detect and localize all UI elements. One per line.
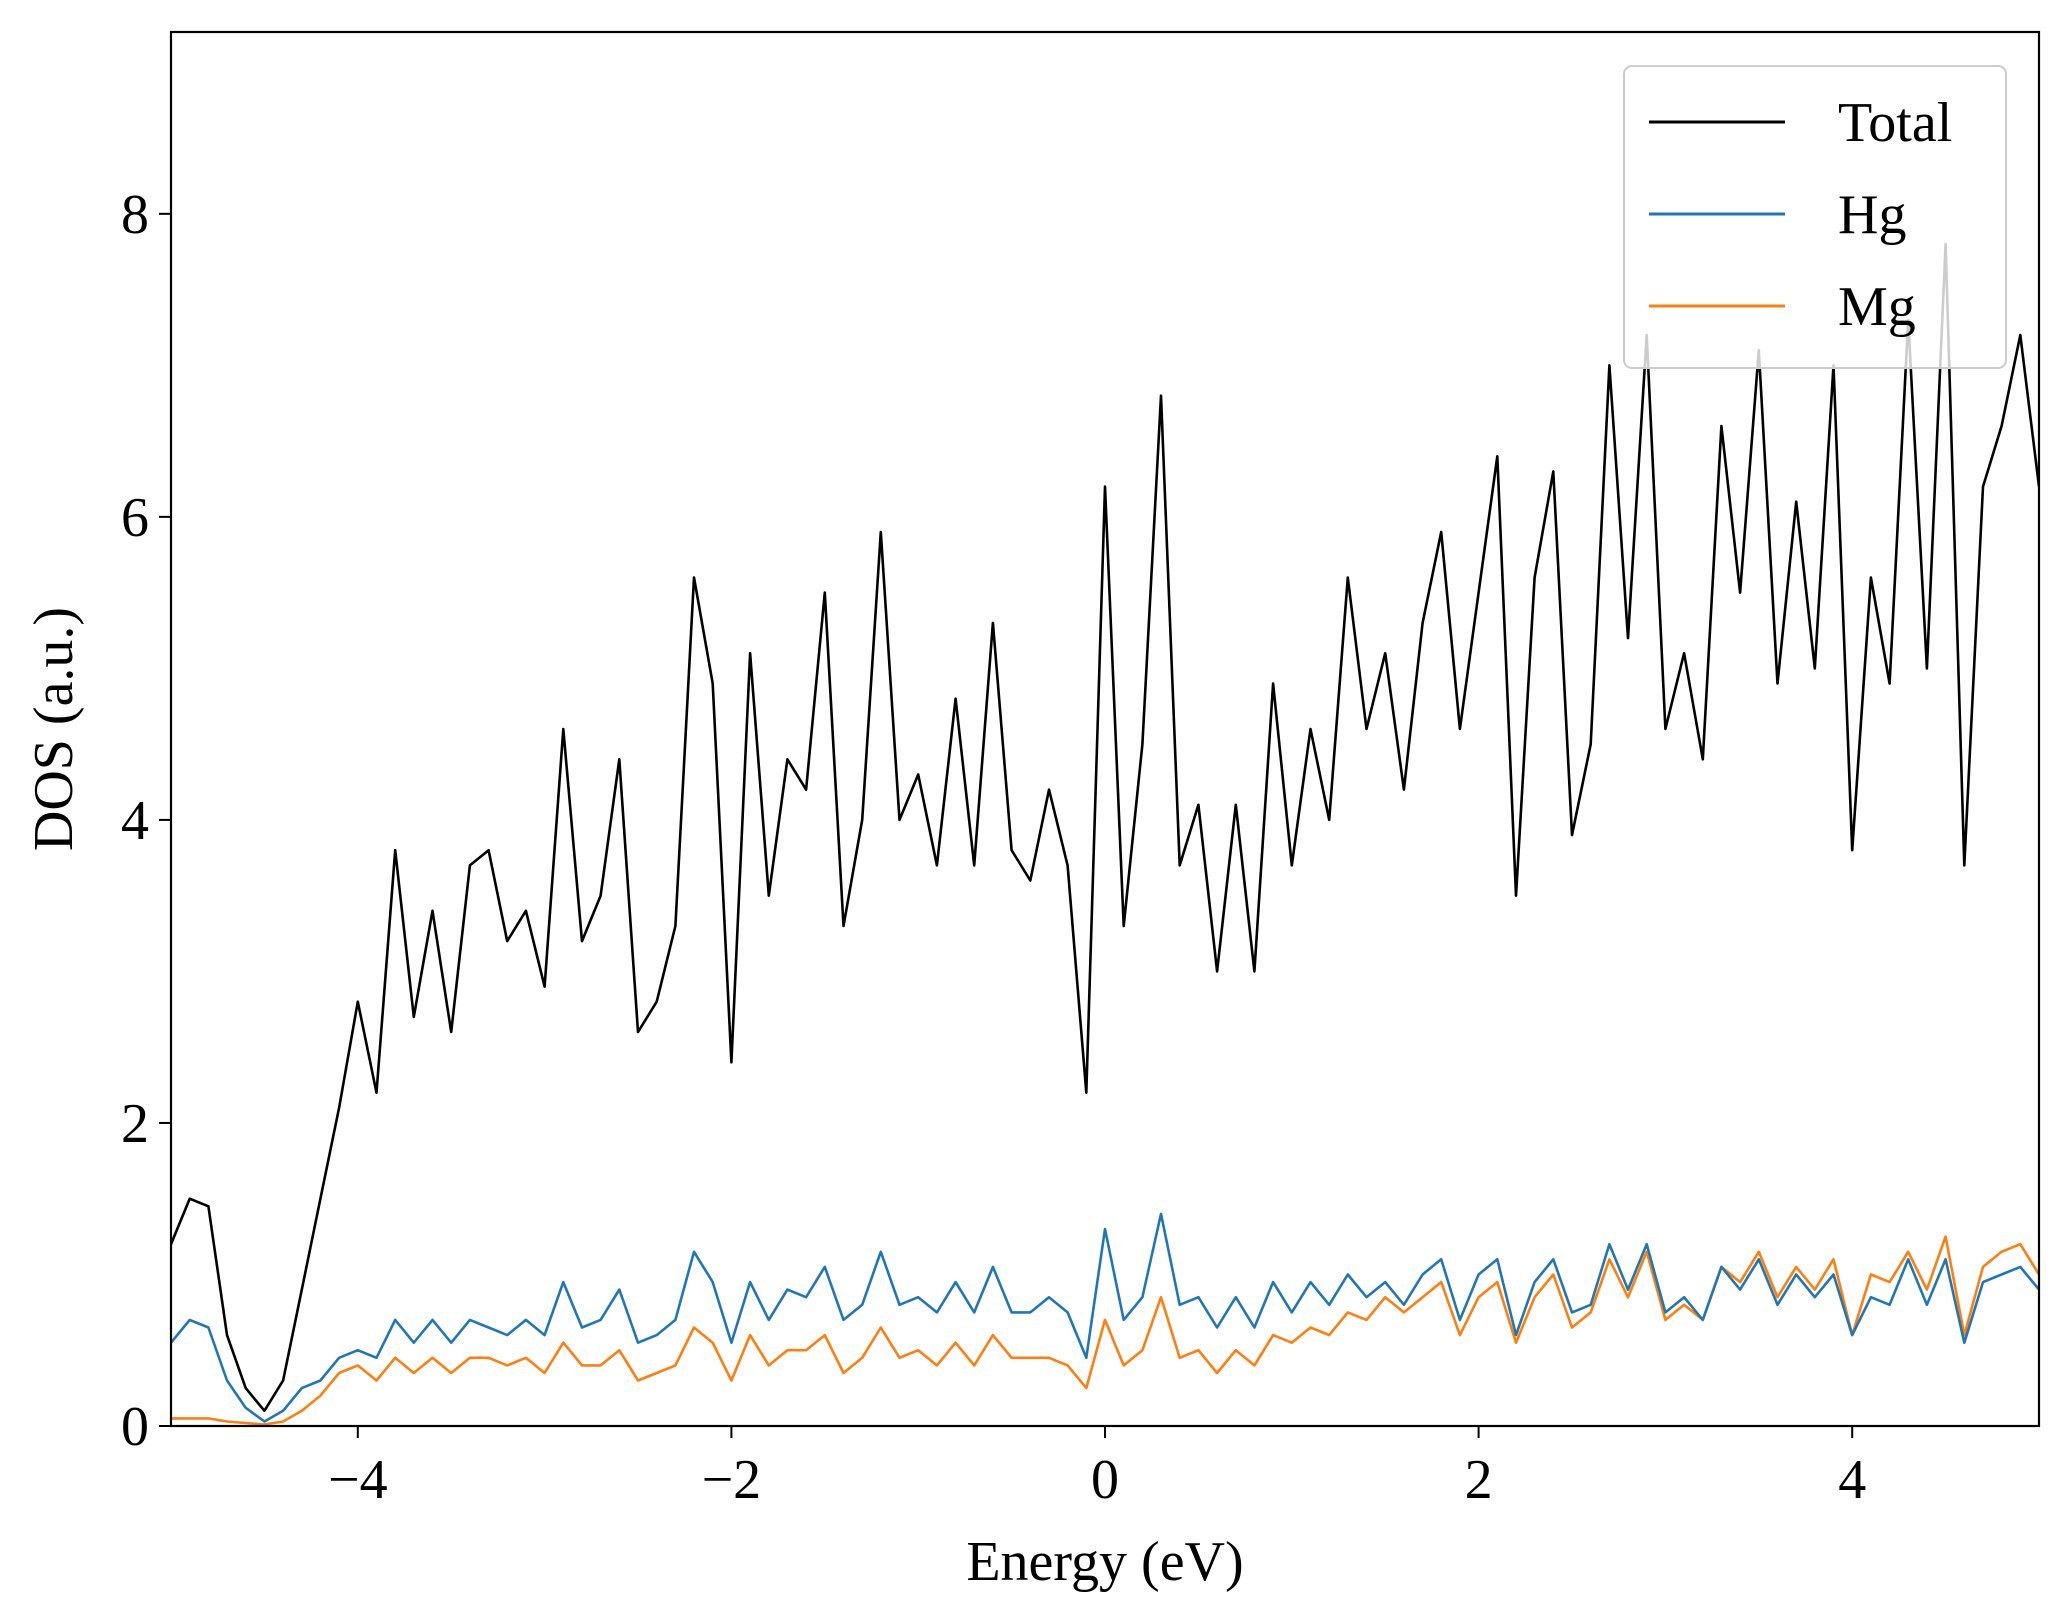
legend-box bbox=[1623, 65, 2007, 369]
legend-label: Total bbox=[1838, 92, 1952, 154]
y-tick-label: 2 bbox=[121, 1093, 149, 1155]
y-tick-label: 0 bbox=[121, 1396, 149, 1458]
series-line bbox=[171, 1212, 2039, 1423]
x-tick-label: −2 bbox=[702, 1449, 762, 1511]
y-tick-label: 6 bbox=[121, 487, 149, 549]
y-tick-label: 8 bbox=[121, 184, 149, 246]
legend-label: Mg bbox=[1838, 276, 1916, 338]
x-tick-label: −4 bbox=[328, 1449, 388, 1511]
x-tick-label: 0 bbox=[1091, 1449, 1119, 1511]
x-axis-label: Energy (eV) bbox=[966, 1531, 1243, 1593]
series-line bbox=[171, 1235, 2039, 1426]
plot-frame bbox=[169, 30, 2041, 1428]
series-line bbox=[171, 242, 2039, 1413]
x-tick-label: 4 bbox=[1838, 1449, 1866, 1511]
y-tick-label: 4 bbox=[121, 790, 149, 852]
legend-label: Hg bbox=[1838, 184, 1906, 246]
x-tick-label: 2 bbox=[1465, 1449, 1493, 1511]
y-axis-label: DOS (a.u.) bbox=[23, 607, 85, 851]
